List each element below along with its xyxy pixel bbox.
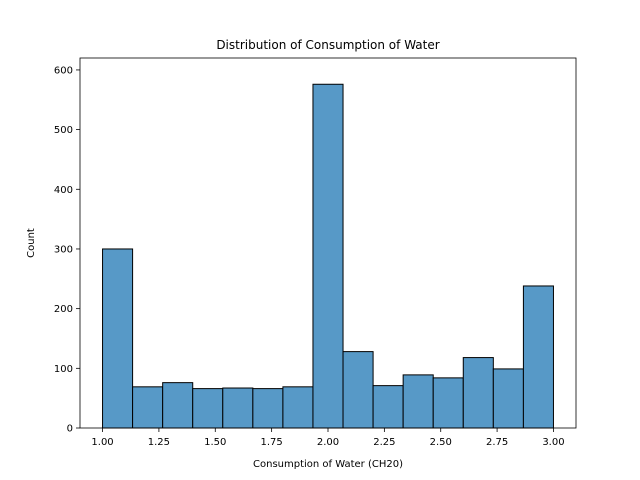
bars-group [102, 83, 554, 429]
x-tick-label: 3.00 [542, 437, 564, 448]
y-tick-label: 0 [67, 424, 73, 435]
y-tick-label: 100 [54, 364, 73, 375]
histogram-bar [102, 248, 134, 429]
x-tick-label: 2.00 [317, 437, 339, 448]
histogram-bar [222, 387, 254, 429]
histogram-bar [492, 368, 524, 429]
histogram-bar [132, 386, 164, 429]
histogram-bar [432, 377, 464, 429]
x-tick-label: 1.25 [148, 437, 170, 448]
x-tick-label: 2.25 [373, 437, 395, 448]
y-tick-label: 500 [54, 125, 73, 136]
y-tick-label: 200 [54, 304, 73, 315]
histogram-bar [282, 386, 314, 429]
histogram-bar [342, 351, 374, 429]
histogram-bar [162, 382, 194, 429]
histogram-bar [372, 385, 404, 429]
x-tick-label: 1.75 [261, 437, 283, 448]
y-tick-label: 400 [54, 185, 73, 196]
y-tick-label: 600 [54, 65, 73, 76]
histogram-bar [402, 374, 434, 429]
x-tick-label: 1.50 [204, 437, 226, 448]
x-tick-label: 1.00 [91, 437, 113, 448]
x-axis-title: Consumption of Water (CH20) [253, 459, 403, 470]
chart-title: Distribution of Consumption of Water [216, 38, 439, 52]
histogram-bar [522, 285, 554, 429]
histogram-bar [312, 83, 344, 429]
y-tick-label: 300 [54, 244, 73, 255]
x-axis: 1.00 1.25 1.50 1.75 2.00 2.25 2.50 2.75 3.00 [91, 428, 565, 448]
x-tick-label: 2.50 [430, 437, 452, 448]
y-axis: 0 100 200 300 400 500 600 [54, 65, 80, 435]
y-axis-title: Count [26, 228, 37, 258]
histogram-bar [462, 357, 494, 429]
histogram-bar [252, 388, 284, 429]
histogram-bar [192, 388, 224, 429]
x-tick-label: 2.75 [486, 437, 508, 448]
